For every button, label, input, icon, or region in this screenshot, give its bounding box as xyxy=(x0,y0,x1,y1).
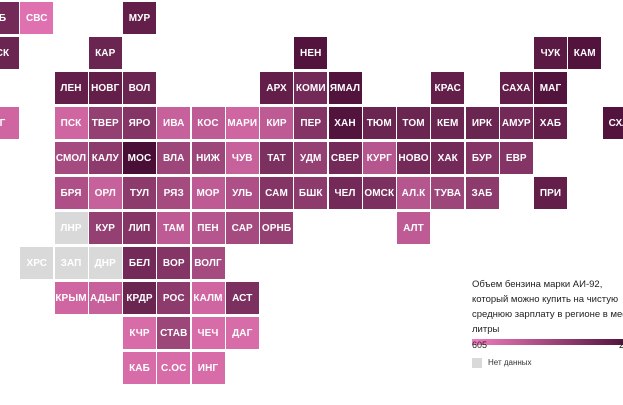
region-tile[interactable]: НЕН xyxy=(294,37,328,69)
region-tile[interactable]: ТОМ xyxy=(397,107,430,139)
region-tile[interactable]: МАРИ xyxy=(225,107,259,139)
region-tile[interactable]: ВОЛГ xyxy=(191,247,225,279)
region-tile[interactable]: УДМ xyxy=(294,142,328,174)
legend-no-data-swatch xyxy=(472,358,482,368)
region-tile[interactable]: МУР xyxy=(123,2,156,34)
region-tile[interactable]: НОВГ xyxy=(88,72,122,104)
region-tile[interactable]: ИНГ xyxy=(191,352,225,384)
region-tile[interactable]: ТВЕР xyxy=(88,107,122,139)
region-tile[interactable]: КЕМ xyxy=(431,107,465,139)
region-tile[interactable]: ВОЛ xyxy=(123,72,156,104)
region-tile[interactable]: ЯМАЛ xyxy=(328,72,362,104)
region-tile[interactable]: ХАН xyxy=(328,107,362,139)
region-tile[interactable]: САХА xyxy=(499,72,533,104)
region-tile[interactable]: АЛ.К xyxy=(397,177,430,209)
region-tile[interactable]: АМУР xyxy=(499,107,533,139)
region-tile[interactable]: СМОЛ xyxy=(54,142,88,174)
region-tile[interactable]: ХАБ xyxy=(534,107,567,139)
region-tile[interactable]: КОС xyxy=(191,107,225,139)
region-tile[interactable]: СТАВ xyxy=(157,317,191,349)
region-tile[interactable]: ПЕН xyxy=(191,212,225,244)
region-tile[interactable]: Г xyxy=(0,107,19,139)
region-tile[interactable]: СВЕР xyxy=(328,142,362,174)
region-tile[interactable]: НОВО xyxy=(397,142,430,174)
region-tile[interactable]: ЛИП xyxy=(123,212,156,244)
region-tile[interactable]: ОРЛ xyxy=(88,177,122,209)
region-tile[interactable]: СХЛ xyxy=(602,107,623,139)
region-tile[interactable]: ОРНБ xyxy=(260,212,293,244)
region-tile[interactable]: СВС xyxy=(20,2,54,34)
region-tile[interactable]: КИР xyxy=(260,107,293,139)
region-tile[interactable]: ДАГ xyxy=(225,317,259,349)
region-tile[interactable]: ХАК xyxy=(431,142,465,174)
region-tile[interactable]: СК xyxy=(0,37,19,69)
region-tile[interactable]: БРЯ xyxy=(54,177,88,209)
region-tile[interactable]: БУР xyxy=(465,142,499,174)
region-tile[interactable]: КАЛУ xyxy=(88,142,122,174)
legend-min-label: 605 xyxy=(472,340,488,350)
region-tile[interactable]: ЧУК xyxy=(534,37,567,69)
region-tile[interactable]: ТУЛ xyxy=(123,177,156,209)
region-tile[interactable]: ТУВА xyxy=(431,177,465,209)
region-tile[interactable]: МАГ xyxy=(534,72,567,104)
region-tile[interactable]: АДЫГ xyxy=(88,282,122,314)
region-tile[interactable]: ЕВР xyxy=(499,142,533,174)
region-tile[interactable]: ЗАП xyxy=(54,247,88,279)
region-tile[interactable]: РЯЗ xyxy=(157,177,191,209)
region-tile[interactable]: ИВА xyxy=(157,107,191,139)
region-tile[interactable]: ЗАБ xyxy=(465,177,499,209)
region-tile[interactable]: КАР xyxy=(88,37,122,69)
region-tile[interactable]: ТАТ xyxy=(260,142,293,174)
region-tile[interactable]: ПРИ xyxy=(534,177,567,209)
region-tile[interactable]: КЧР xyxy=(123,317,156,349)
region-tile[interactable]: КУРГ xyxy=(362,142,396,174)
region-tile[interactable]: ЧУВ xyxy=(225,142,259,174)
region-tile[interactable]: ДНР xyxy=(88,247,122,279)
region-tile[interactable]: КРЫМ xyxy=(54,282,88,314)
region-tile[interactable]: КРАС xyxy=(431,72,465,104)
region-tile[interactable]: ВОР xyxy=(157,247,191,279)
region-tile[interactable]: АСТ xyxy=(225,282,259,314)
region-tile[interactable]: С.ОС xyxy=(157,352,191,384)
legend-no-data-label: Нет данных xyxy=(488,358,532,367)
region-tile[interactable]: ХРС xyxy=(20,247,54,279)
region-tile[interactable]: КУР xyxy=(88,212,122,244)
legend-max-label: 25 xyxy=(619,340,623,350)
region-tile[interactable]: БШК xyxy=(294,177,328,209)
region-tile[interactable]: КАМ xyxy=(568,37,602,69)
region-tile[interactable]: ЛНР xyxy=(54,212,88,244)
region-tile[interactable]: САР xyxy=(225,212,259,244)
region-tile[interactable]: ЯРО xyxy=(123,107,156,139)
region-tile[interactable]: ЧЕЛ xyxy=(328,177,362,209)
legend-gradient-bar xyxy=(472,339,623,345)
region-tile[interactable]: КАБ xyxy=(123,352,156,384)
region-tile[interactable]: АЛТ xyxy=(397,212,430,244)
region-tile[interactable]: САМ xyxy=(260,177,293,209)
legend-title: Объем бензина марки АИ-92, который можно… xyxy=(472,279,623,335)
region-tile[interactable]: АРХ xyxy=(260,72,293,104)
region-tile[interactable]: ЛЕН xyxy=(54,72,88,104)
region-tile[interactable]: УЛЬ xyxy=(225,177,259,209)
region-tile[interactable]: КОМИ xyxy=(294,72,328,104)
region-tile[interactable]: ПСК xyxy=(54,107,88,139)
region-tile[interactable]: ОМСК xyxy=(362,177,396,209)
region-tile[interactable]: ТЮМ xyxy=(362,107,396,139)
region-tile[interactable]: ПЕР xyxy=(294,107,328,139)
region-tile[interactable]: ТАМ xyxy=(157,212,191,244)
region-tile[interactable]: БЕЛ xyxy=(123,247,156,279)
region-tile[interactable]: ВЛА xyxy=(157,142,191,174)
region-tile[interactable]: НИЖ xyxy=(191,142,225,174)
region-tile[interactable]: Б xyxy=(0,2,19,34)
region-tile[interactable]: РОС xyxy=(157,282,191,314)
region-tile[interactable]: КРДР xyxy=(123,282,156,314)
region-tile[interactable]: КАЛМ xyxy=(191,282,225,314)
region-tile[interactable]: ЧЕЧ xyxy=(191,317,225,349)
region-tile[interactable]: МОС xyxy=(123,142,156,174)
region-tile[interactable]: ИРК xyxy=(465,107,499,139)
region-tile[interactable]: МОР xyxy=(191,177,225,209)
legend: Объем бензина марки АИ-92, который можно… xyxy=(472,277,623,368)
